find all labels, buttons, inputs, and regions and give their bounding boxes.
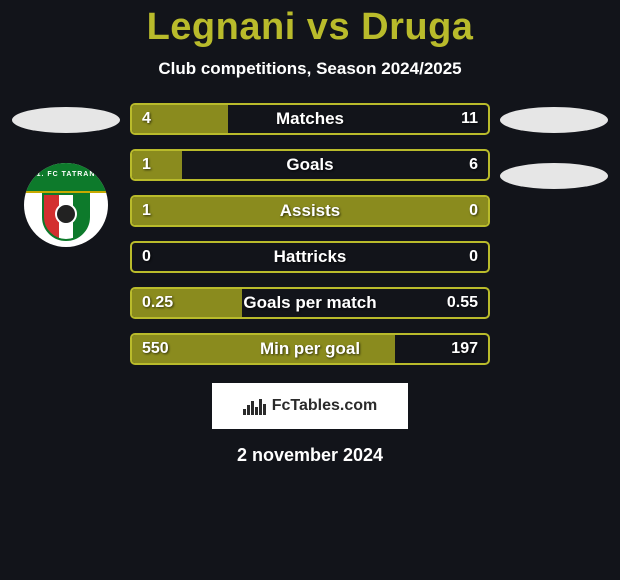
club-badge-ball-icon [55, 203, 77, 225]
stat-label: Matches [276, 109, 344, 129]
stat-label: Min per goal [260, 339, 360, 359]
right-column [494, 103, 614, 189]
stat-label: Assists [280, 201, 340, 221]
header: Legnani vs Druga Club competitions, Seas… [0, 0, 620, 79]
stat-label: Goals [286, 155, 333, 175]
stat-value-left: 1 [142, 202, 151, 220]
stat-value-right: 0 [469, 202, 478, 220]
page-subtitle: Club competitions, Season 2024/2025 [0, 59, 620, 79]
stat-label: Hattricks [274, 247, 347, 267]
stat-value-right: 0.55 [447, 294, 478, 312]
stat-label: Goals per match [243, 293, 376, 313]
stat-value-right: 11 [461, 110, 478, 128]
stat-value-left: 4 [142, 110, 151, 128]
stat-row: 0 Hattricks 0 [130, 241, 490, 273]
content-row: 1. FC TATRAN 4Matches111Goals61Assists00… [0, 103, 620, 365]
stats-bars: 4Matches111Goals61Assists00Hattricks00.2… [126, 103, 494, 365]
brand-footer[interactable]: FcTables.com [212, 383, 408, 429]
stat-value-left: 0.25 [142, 294, 173, 312]
brand-logo-icon [243, 397, 266, 415]
player-photo-placeholder-right [500, 107, 608, 133]
left-column: 1. FC TATRAN [6, 103, 126, 247]
stat-row: 1 Goals 6 [130, 149, 490, 181]
stat-row: 0.25 Goals per match 0.55 [130, 287, 490, 319]
stat-value-right: 6 [469, 156, 478, 174]
snapshot-date: 2 november 2024 [0, 445, 620, 466]
stat-value-left: 0 [142, 248, 151, 266]
page-title: Legnani vs Druga [0, 6, 620, 49]
brand-text: FcTables.com [272, 397, 378, 415]
stat-value-left: 1 [142, 156, 151, 174]
club-badge-left[interactable]: 1. FC TATRAN [24, 163, 108, 247]
stat-row: 1 Assists 0 [130, 195, 490, 227]
stat-fill [132, 151, 182, 179]
club-badge-text: 1. FC TATRAN [24, 171, 108, 178]
stat-row: 550 Min per goal 197 [130, 333, 490, 365]
comparison-card: Legnani vs Druga Club competitions, Seas… [0, 0, 620, 580]
stat-value-right: 0 [469, 248, 478, 266]
stat-value-right: 197 [451, 340, 478, 358]
club-badge-arc [24, 163, 108, 193]
player-photo-placeholder-left [12, 107, 120, 133]
stat-value-left: 550 [142, 340, 169, 358]
club-badge-placeholder-right [500, 163, 608, 189]
stat-row: 4 Matches 11 [130, 103, 490, 135]
